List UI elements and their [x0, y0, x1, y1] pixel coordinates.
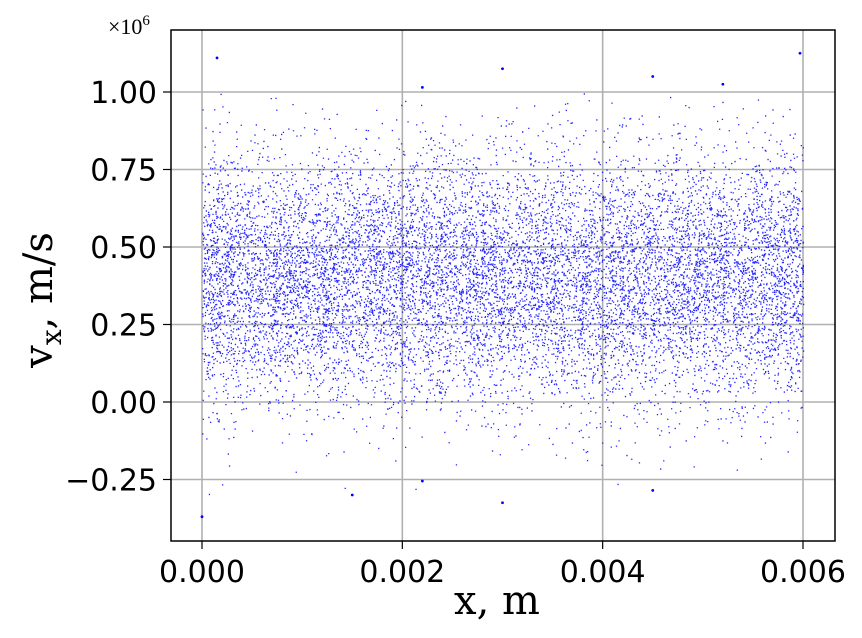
y-tick-label: 0.75 — [90, 154, 157, 189]
y-multiplier: ×106 — [108, 13, 150, 39]
svg-text:vx, m/s: vx, m/s — [16, 232, 68, 369]
y-axis-ticks: −0.25 0.00 0.25 0.50 0.75 1.00 — [65, 76, 171, 499]
x-tick-label: 0.004 — [560, 555, 646, 590]
y-axis-label: vx, m/s — [16, 232, 68, 369]
x-axis-ticks: 0.000 0.002 0.004 0.006 — [159, 541, 846, 590]
x-axis-label: x, m — [454, 578, 540, 624]
y-tick-label: −0.25 — [65, 464, 157, 499]
y-tick-label: 0.00 — [90, 386, 157, 421]
x-tick-label: 0.002 — [359, 555, 445, 590]
x-tick-label: 0.000 — [159, 555, 245, 590]
x-tick-label: 0.006 — [760, 555, 846, 590]
plot-frame — [170, 29, 836, 542]
y-tick-label: 1.00 — [90, 76, 157, 111]
data-points — [200, 51, 805, 519]
y-tick-label: 0.50 — [90, 231, 157, 266]
y-tick-label: 0.25 — [90, 309, 157, 344]
